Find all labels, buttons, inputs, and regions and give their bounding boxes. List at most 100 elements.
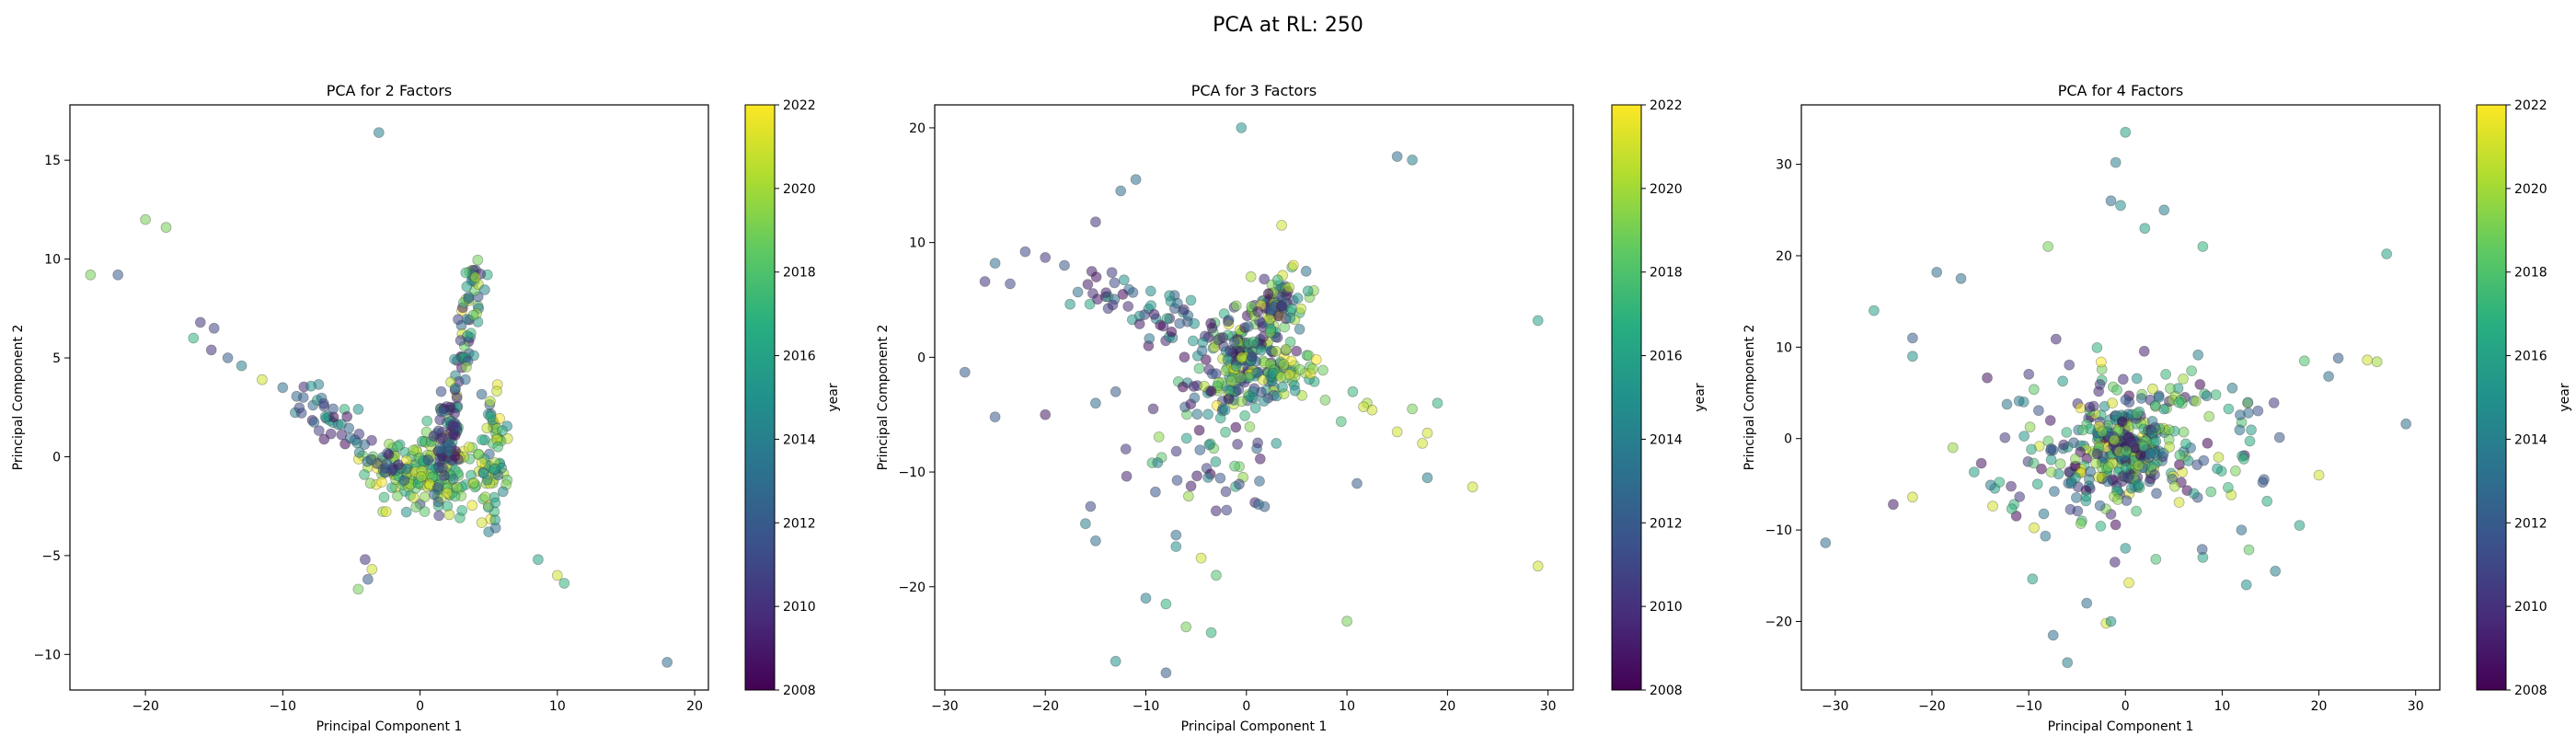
- scatter-point: [1170, 529, 1182, 541]
- scatter-point: [1161, 313, 1173, 325]
- y-axis-label: Principal Component 2: [11, 325, 26, 471]
- scatter-point: [497, 486, 509, 498]
- scatter-point: [1230, 361, 1242, 373]
- colorbar-tick-label: 2020: [2514, 182, 2547, 197]
- scatter-point: [1248, 385, 1259, 397]
- scatter-point: [2197, 241, 2209, 252]
- scatter-point: [2150, 554, 2162, 565]
- scatter-point: [2196, 544, 2208, 555]
- scatter-point: [2149, 469, 2160, 480]
- y-tick-label: 10: [1776, 340, 1792, 355]
- scatter-point: [2109, 557, 2121, 568]
- colorbar-tick-label: 2018: [2514, 266, 2547, 281]
- scatter-point: [1869, 305, 1880, 316]
- scatter-point: [2242, 397, 2254, 408]
- scatter-point: [1040, 408, 1052, 420]
- scatter-point: [352, 403, 364, 415]
- scatter-point: [1085, 500, 1097, 512]
- scatter-point: [1211, 569, 1222, 581]
- scatter-point: [1283, 282, 1295, 293]
- scatter-point: [2131, 373, 2143, 385]
- scatter-point: [1999, 431, 2011, 443]
- scatter-point: [1234, 478, 1245, 490]
- colorbar-tick-label: 2022: [1650, 98, 1683, 113]
- y-tick-label: −20: [898, 581, 926, 595]
- scatter-point: [1245, 270, 1257, 282]
- colorbar-tick-label: 2012: [783, 516, 816, 531]
- scatter-point: [1417, 437, 1428, 449]
- scatter-point: [2198, 454, 2210, 466]
- scatter-point: [341, 410, 353, 422]
- scatter-point: [2125, 436, 2137, 448]
- colorbar: 2008 2010 2012 2014 2016 2018 2020 2022 year: [744, 98, 841, 698]
- scatter-point: [2091, 341, 2103, 353]
- x-axis-label: Principal Component 1: [316, 719, 463, 734]
- scatter-point: [2095, 521, 2107, 532]
- scatter-point: [1259, 273, 1271, 285]
- scatter-point: [494, 412, 505, 424]
- scatter-point: [1121, 470, 1133, 482]
- scatter-point: [1005, 278, 1016, 290]
- scatter-point: [2105, 615, 2117, 627]
- scatter-point: [1271, 331, 1283, 343]
- scatter-point: [1407, 154, 1418, 166]
- scatter-point: [2313, 469, 2325, 481]
- scatter-point: [313, 425, 325, 437]
- colorbar-tick-label: 2016: [2514, 350, 2547, 364]
- scatter-point: [318, 433, 330, 445]
- scatter-point: [1144, 285, 1156, 297]
- scatter-point: [2237, 454, 2249, 465]
- scatter-point: [1117, 288, 1129, 300]
- scatter-point: [2006, 480, 2017, 492]
- y-tick-label: 20: [909, 121, 926, 136]
- y-tick-label: −20: [1765, 615, 1792, 629]
- scatter-point: [2190, 396, 2202, 408]
- scatter-point: [489, 463, 500, 475]
- scatter-point: [1224, 385, 1235, 397]
- scatter-point: [160, 222, 172, 234]
- scatter-point: [362, 573, 374, 585]
- scatter-point: [1264, 313, 1275, 325]
- scatter-point: [551, 569, 563, 581]
- scatter-point: [1335, 416, 1347, 428]
- scatter-point: [447, 420, 459, 431]
- scatter-point: [2234, 424, 2246, 436]
- scatter-point: [2298, 355, 2310, 367]
- scatter-point: [1466, 481, 1478, 493]
- scatter-point: [421, 415, 433, 427]
- scatter-point: [1228, 336, 1240, 348]
- scatter-point: [2205, 486, 2217, 498]
- scatter-point: [1220, 426, 1231, 438]
- points-group: [85, 127, 673, 668]
- scatter-point: [2294, 520, 2306, 531]
- scatter-point: [485, 410, 497, 422]
- scatter-point: [1189, 392, 1201, 404]
- scatter-point: [2102, 476, 2113, 488]
- scatter-point: [1090, 216, 1101, 228]
- scatter-point: [2045, 454, 2057, 466]
- scatter-point: [1300, 265, 1312, 277]
- scatter-point: [2091, 448, 2103, 460]
- scatter-point: [1302, 285, 1314, 297]
- scatter-point: [353, 446, 365, 458]
- colorbar-tick-label: 2014: [783, 432, 816, 447]
- scatter-point: [1294, 363, 1305, 375]
- x-tick-label: −30: [931, 699, 959, 714]
- scatter-point: [2213, 452, 2225, 463]
- scatter-point: [1252, 305, 1263, 317]
- scatter-point: [661, 657, 673, 668]
- scatter-point: [1236, 121, 1248, 133]
- colorbar-tick-label: 2022: [783, 98, 816, 113]
- scatter-point: [2120, 394, 2132, 406]
- colorbar-label: year: [826, 383, 841, 411]
- scatter-point: [353, 428, 365, 440]
- scatter-point: [433, 510, 445, 522]
- scatter-point: [476, 388, 488, 400]
- axes-frame: [934, 104, 1574, 691]
- subplot-title: PCA for 2 Factors: [327, 82, 453, 99]
- scatter-point: [2186, 365, 2198, 377]
- scatter-point: [422, 454, 434, 466]
- y-tick-label: 10: [909, 236, 926, 251]
- colorbar-tick-label: 2020: [783, 182, 816, 197]
- scatter-point: [2001, 398, 2013, 410]
